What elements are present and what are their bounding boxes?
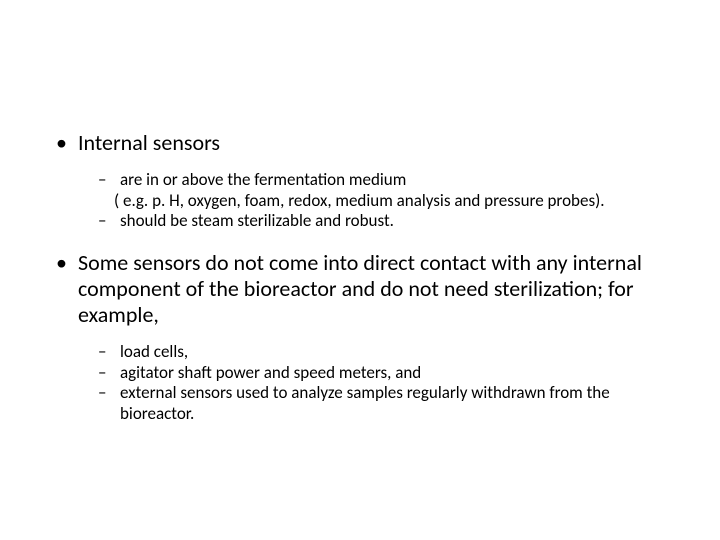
sub-bullet: should be steam sterilizable and robust. — [98, 211, 670, 232]
sub-bullet: are in or above the fermentation medium … — [98, 170, 670, 211]
sub-bullet-continuation: ( e.g. p. H, oxygen, foam, redox, medium… — [114, 191, 670, 212]
bullet-text: Internal sensors — [78, 129, 220, 156]
bullet-internal-sensors: Internal sensors are in or above the fer… — [50, 130, 670, 232]
sub-bullet: external sensors used to analyze samples… — [98, 383, 670, 424]
sub-bullet: load cells, — [98, 342, 670, 363]
bullet-some-sensors: Some sensors do not come into direct con… — [50, 250, 670, 425]
slide-body: Internal sensors are in or above the fer… — [0, 0, 720, 540]
bullet-text: Some sensors do not come into direct con… — [78, 249, 642, 328]
sub-bullet-text: should be steam sterilizable and robust. — [120, 210, 394, 231]
sub-bullet-text: load cells, — [120, 341, 188, 362]
bullet-list-level2: are in or above the fermentation medium … — [78, 170, 670, 232]
sub-bullet-text: are in or above the fermentation medium — [120, 169, 406, 190]
sub-bullet-text: agitator shaft power and speed meters, a… — [120, 362, 421, 383]
sub-bullet: agitator shaft power and speed meters, a… — [98, 363, 670, 384]
bullet-list-level2: load cells, agitator shaft power and spe… — [78, 342, 670, 425]
bullet-list-level1: Internal sensors are in or above the fer… — [50, 130, 670, 425]
sub-bullet-text: external sensors used to analyze samples… — [120, 382, 610, 424]
